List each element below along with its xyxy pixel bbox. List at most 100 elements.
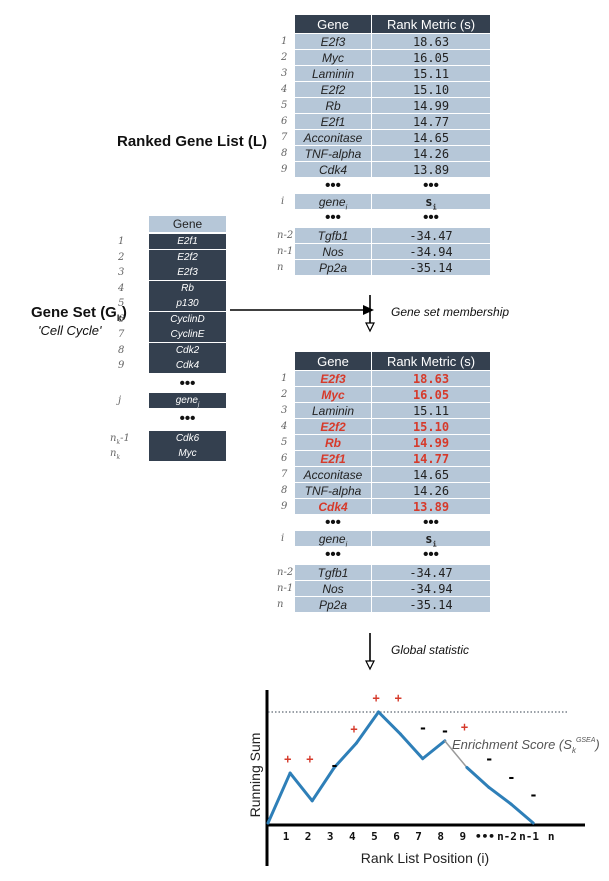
gene-cell: Nos [295, 244, 371, 260]
minus-mark: - [441, 724, 449, 740]
plus-mark: + [395, 691, 402, 705]
plus-mark: + [306, 752, 313, 766]
rank-value-cell: -34.47 [372, 565, 490, 581]
gene-cell: E2f2 [295, 419, 371, 435]
gene-cell: Nos [295, 581, 371, 597]
gene-set-header: Gene [149, 216, 226, 232]
minus-mark: - [529, 788, 537, 804]
gene-cell: TNF-alpha [295, 483, 371, 499]
running-sum-gap-segment [444, 740, 468, 769]
x-tick-label: 4 [349, 830, 356, 843]
rank-value-cell: 13.89 [372, 499, 490, 515]
gene-set-index: nk-1 [110, 431, 134, 450]
gene-cell: Acconitase [295, 467, 371, 483]
rank-value-cell: 18.63 [372, 34, 490, 50]
nk: n [110, 432, 117, 444]
gene-cell: TNF-alpha [295, 146, 371, 162]
plus-mark: + [373, 691, 380, 705]
plus-mark: + [350, 722, 357, 736]
running-sum-segment [377, 710, 403, 736]
nk-suffix: -1 [120, 432, 130, 444]
row-index: n [277, 262, 284, 273]
rank-value-cell: 15.10 [372, 419, 490, 435]
gene-set-index: 9 [118, 360, 125, 371]
gene-cell: Cdk4 [295, 162, 371, 178]
gene-set-cell: CyclinD [149, 311, 226, 327]
rank-value-cell: 13.89 [372, 162, 490, 178]
down-arrow-2-head [365, 660, 375, 671]
gene-set-cell: E2f2 [149, 249, 226, 265]
x-tick-label: 1 [283, 830, 290, 843]
x-tick-label: ••• [475, 830, 495, 843]
row-index: i [281, 196, 285, 207]
gene-j-sub: j [197, 401, 200, 408]
gene-cell: Myc [295, 50, 371, 66]
gene-set-index: j [118, 394, 122, 406]
minus-mark: - [419, 720, 427, 736]
gene-set-index: 2 [118, 251, 125, 263]
nk: n [110, 448, 117, 459]
rank-value-cell: 14.26 [372, 146, 490, 162]
enrichment-score-label: Enrichment Score (Sk GSEA) [452, 737, 600, 755]
nk-sub: k [116, 438, 121, 446]
gene-cell: Tgfb1 [295, 565, 371, 581]
row-index: 2 [281, 389, 288, 400]
plus-mark: + [461, 720, 468, 734]
ellipsis: ••• [179, 374, 196, 392]
row-index: 1 [281, 373, 288, 384]
running-sum-chart: Running Sum Rank List Position (i) Enric… [247, 690, 600, 866]
row-index: 5 [281, 437, 288, 448]
gene-cell: Pp2a [295, 597, 371, 613]
rank-value-cell: si [372, 194, 490, 212]
gene-i: gene [318, 195, 346, 209]
rank-value-cell: 14.65 [372, 467, 490, 483]
s-i: s [425, 195, 433, 209]
ellipsis: ••• [423, 177, 439, 194]
gene-cell: E2f3 [295, 34, 371, 50]
x-tick-label: n [548, 830, 555, 843]
gene-set-index: 1 [118, 236, 125, 247]
rank-value-cell: si [372, 531, 490, 548]
rank-value-cell: -34.94 [372, 581, 490, 597]
gene-set-name: 'Cell Cycle' [38, 323, 102, 338]
rank-value-cell: 14.99 [372, 435, 490, 451]
running-sum-segment [487, 785, 513, 806]
gene-cell: genei [295, 194, 371, 211]
row-index: 5 [281, 100, 288, 111]
gene-set-index: 8 [118, 344, 125, 356]
s-i-sub: i [432, 203, 437, 212]
gene-cell: Laminin [295, 66, 371, 82]
gene-set-membership-label: Gene set membership [391, 305, 510, 319]
gene-cell: Tgfb1 [295, 228, 371, 244]
rank-value-cell: 14.65 [372, 130, 490, 146]
gene-cell: E2f1 [295, 451, 371, 467]
enrichment-score-sup: GSEA [576, 737, 596, 744]
gene-set-index: 6 [118, 313, 125, 325]
y-axis-label: Running Sum [247, 733, 263, 818]
running-sum-segment [266, 771, 292, 825]
gene-cell: Cdk4 [295, 499, 371, 515]
ranked-gene-list-label: Ranked Gene List (L) [117, 133, 268, 150]
gene-set-cell: Rb [149, 280, 226, 296]
ellipsis: ••• [179, 409, 196, 427]
ellipsis: ••• [423, 514, 439, 531]
rank-value-cell: 16.05 [372, 387, 490, 403]
running-sum-segment [354, 710, 380, 745]
down-arrow-1 [365, 295, 375, 333]
x-tick-label: 7 [415, 830, 422, 843]
ranked-table-2: Gene Rank Metric (s) 1 E2f3 18.63 2 Myc 16.05 3 L… [277, 352, 490, 617]
minus-mark: - [330, 758, 338, 774]
gene-cell: E2f2 [295, 82, 371, 98]
x-axis-label: Rank List Position (i) [361, 850, 489, 866]
row-index: 9 [281, 501, 288, 512]
gene-set-index: 3 [118, 267, 125, 278]
row-index: 4 [281, 84, 288, 95]
ellipsis: ••• [423, 546, 439, 563]
ellipsis: ••• [325, 514, 341, 531]
x-tick-label: 8 [437, 830, 444, 843]
x-tick-label: 3 [327, 830, 334, 843]
running-sum-segment [509, 802, 535, 825]
enrichment-score-sub: k [572, 746, 577, 755]
gene-cell: Pp2a [295, 260, 371, 276]
rank-value-cell: 18.63 [372, 371, 490, 387]
